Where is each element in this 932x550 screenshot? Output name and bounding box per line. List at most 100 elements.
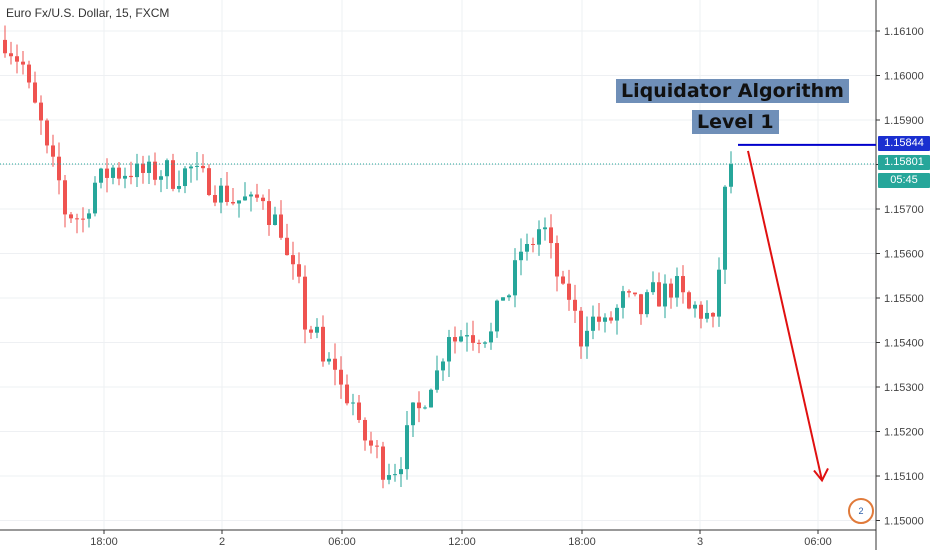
candle-body bbox=[681, 276, 685, 293]
tradingview-logo-icon[interactable]: 2 bbox=[848, 498, 874, 524]
candle-body bbox=[177, 186, 181, 189]
candle-body bbox=[411, 402, 415, 426]
candle-body bbox=[81, 218, 85, 220]
candle-body bbox=[507, 295, 511, 298]
candle-body bbox=[339, 369, 343, 385]
candle-body bbox=[309, 329, 313, 333]
y-tick-label: 1.15700 bbox=[884, 204, 924, 216]
candle-body bbox=[429, 389, 433, 408]
candle-body bbox=[687, 292, 691, 309]
x-tick-label: 18:00 bbox=[90, 536, 118, 548]
candle-body bbox=[75, 218, 79, 220]
y-tick-label: 1.15500 bbox=[884, 293, 924, 305]
candle-body bbox=[405, 425, 409, 470]
candle-body bbox=[567, 283, 571, 300]
candle-body bbox=[471, 335, 475, 343]
candle-body bbox=[729, 164, 733, 187]
candle-body bbox=[267, 201, 271, 225]
candle-body bbox=[195, 165, 199, 167]
candle-body bbox=[423, 407, 427, 409]
candle-body bbox=[447, 337, 451, 362]
candle-body bbox=[99, 168, 103, 183]
candle-body bbox=[621, 291, 625, 308]
chart-title: Euro Fx/U.S. Dollar, 15, FXCM bbox=[6, 6, 170, 20]
candle-body bbox=[213, 195, 217, 203]
candle-body bbox=[513, 260, 517, 296]
x-tick-label: 2 bbox=[219, 536, 225, 548]
candle-body bbox=[615, 307, 619, 321]
candle-body bbox=[351, 402, 355, 404]
candle-body bbox=[255, 194, 259, 198]
candle-body bbox=[693, 304, 697, 309]
candle-body bbox=[675, 276, 679, 298]
candle-body bbox=[297, 264, 301, 277]
candle-body bbox=[87, 213, 91, 219]
candle-body bbox=[585, 330, 589, 347]
annotation-line-2: Level 1 bbox=[692, 110, 779, 134]
candle-body bbox=[207, 168, 211, 196]
candle-body bbox=[285, 237, 289, 256]
candle-body bbox=[705, 312, 709, 319]
candle-body bbox=[495, 300, 499, 332]
y-tick-label: 1.15000 bbox=[884, 516, 924, 528]
y-tick-label: 1.16000 bbox=[884, 71, 924, 83]
y-tick-label: 1.15400 bbox=[884, 338, 924, 350]
candle-body bbox=[147, 161, 151, 173]
candle-body bbox=[243, 196, 247, 201]
candle-body bbox=[93, 182, 97, 214]
candle-body bbox=[159, 176, 163, 180]
candle-body bbox=[591, 316, 595, 331]
candle-body bbox=[417, 402, 421, 409]
candle-body bbox=[669, 283, 673, 298]
candle-body bbox=[21, 61, 25, 65]
candle-body bbox=[231, 201, 235, 204]
candle-body bbox=[117, 167, 121, 179]
candle-body bbox=[555, 243, 559, 277]
candle-body bbox=[327, 358, 331, 362]
candle-body bbox=[249, 194, 253, 197]
candle-body bbox=[489, 331, 493, 343]
candle-body bbox=[237, 200, 241, 204]
candle-body bbox=[537, 229, 541, 245]
candle-body bbox=[39, 102, 43, 121]
candle-body bbox=[33, 82, 37, 103]
candle-body bbox=[171, 160, 175, 189]
candle-body bbox=[441, 361, 445, 371]
x-tick-label: 18:00 bbox=[568, 536, 596, 548]
candle-body bbox=[303, 276, 307, 330]
y-tick-label: 1.16100 bbox=[884, 26, 924, 38]
candle-body bbox=[387, 475, 391, 480]
candle-body bbox=[357, 402, 361, 420]
candle-body bbox=[261, 197, 265, 202]
candle-body bbox=[345, 384, 349, 404]
candle-body bbox=[27, 64, 31, 83]
candle-body bbox=[141, 163, 145, 173]
y-tick-label: 1.15300 bbox=[884, 382, 924, 394]
x-tick-label: 06:00 bbox=[328, 536, 356, 548]
candle-body bbox=[519, 251, 523, 261]
candle-body bbox=[279, 214, 283, 238]
candle-body bbox=[189, 166, 193, 169]
candle-body bbox=[639, 294, 643, 315]
candle-body bbox=[51, 145, 55, 157]
candle-body bbox=[183, 168, 187, 187]
candle-body bbox=[135, 163, 139, 178]
candle-body bbox=[645, 292, 649, 315]
candle-body bbox=[549, 227, 553, 244]
candle-body bbox=[699, 304, 703, 319]
candle-body bbox=[153, 161, 157, 180]
candle-body bbox=[3, 39, 7, 54]
candle-body bbox=[579, 310, 583, 347]
candle-body bbox=[111, 167, 115, 178]
candle-body bbox=[435, 370, 439, 390]
candle-body bbox=[57, 156, 61, 181]
candle-body bbox=[651, 282, 655, 293]
candle-body bbox=[477, 342, 481, 344]
candle-body bbox=[291, 255, 295, 265]
candle-body bbox=[717, 269, 721, 317]
candle-body bbox=[375, 445, 379, 447]
annotation-line-1: Liquidator Algorithm bbox=[616, 79, 849, 103]
candle-body bbox=[711, 312, 715, 317]
